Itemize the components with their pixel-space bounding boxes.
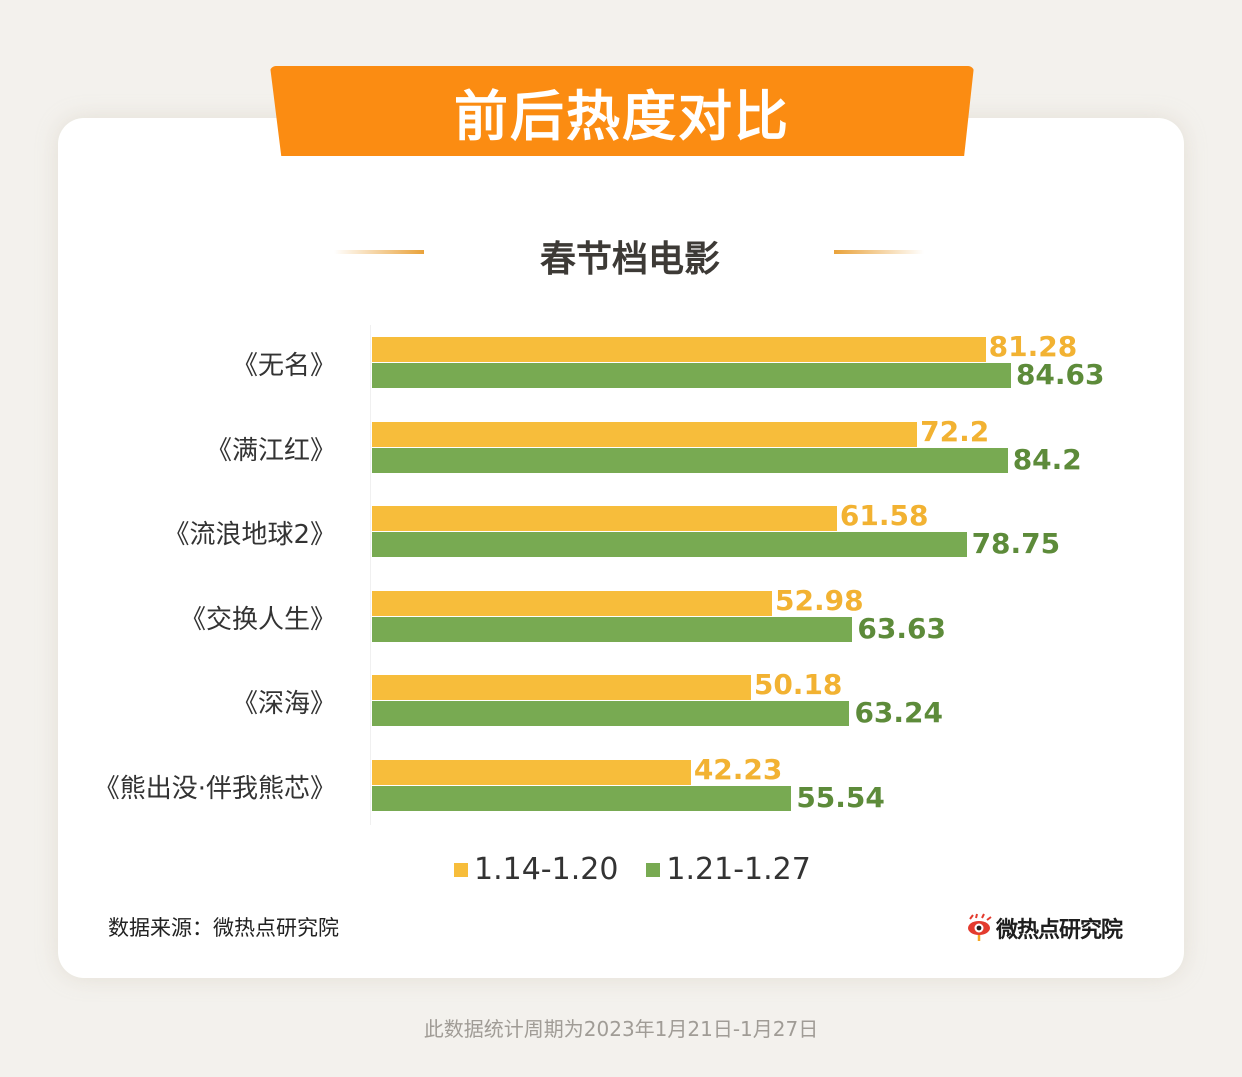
bar-series-2 <box>372 447 1008 473</box>
value-label-series-1: 50.18 <box>753 668 843 702</box>
banner-title: 前后热度对比 <box>454 84 790 148</box>
brand-logo: 微热点研究院 <box>964 912 1123 944</box>
chart-row: 《深海》 50.18 63.24 <box>0 671 1242 759</box>
category-label: 《交换人生》 <box>179 604 336 635</box>
bar-series-2 <box>372 532 967 558</box>
value-label-series-1: 81.28 <box>988 330 1078 363</box>
title-banner: 前后热度对比 <box>270 66 974 156</box>
chart-row: 《流浪地球2》 61.58 78.75 <box>0 502 1242 590</box>
bar-series-1 <box>372 506 837 532</box>
value-label-series-2: 84.63 <box>1015 358 1105 391</box>
value-label-series-1: 52.98 <box>774 583 864 617</box>
value-label-series-1: 42.23 <box>693 753 783 786</box>
chart-row: 《无名》 81.28 84.63 <box>0 333 1242 421</box>
bar-series-2 <box>372 701 850 727</box>
legend-label: 1.21-1.27 <box>666 852 811 887</box>
bar-series-1 <box>372 675 751 701</box>
legend: 1.14-1.20 1.21-1.27 <box>454 852 811 887</box>
value-label-series-1: 72.2 <box>920 414 990 448</box>
legend-label: 1.14-1.20 <box>474 852 619 887</box>
value-label-series-2: 84.2 <box>1012 442 1082 476</box>
category-axis <box>370 325 371 825</box>
bar-series-2 <box>372 786 792 811</box>
category-label: 《深海》 <box>231 689 336 720</box>
chart-subtitle: 春节档电影 <box>539 239 720 280</box>
bar-series-1 <box>372 590 772 616</box>
brand-name: 微热点研究院 <box>996 918 1123 943</box>
chart-row: 《满江红》 72.2 84.2 <box>0 417 1242 506</box>
bar-series-2 <box>372 616 853 642</box>
chart-row: 《熊出没·伴我熊芯》 42.23 55.54 <box>0 756 1242 844</box>
bar-series-2 <box>372 363 1011 388</box>
bar-series-1 <box>372 760 691 785</box>
category-label: 《熊出没·伴我熊芯》 <box>93 774 336 804</box>
value-label-series-2: 63.24 <box>854 696 944 730</box>
chart-row: 《交换人生》 52.98 63.63 <box>0 586 1242 675</box>
bar-series-1 <box>372 421 918 447</box>
value-label-series-2: 78.75 <box>971 527 1061 561</box>
legend-item-series-1: 1.14-1.20 <box>454 852 618 887</box>
value-label-series-1: 61.58 <box>839 499 929 533</box>
decorative-line-right <box>834 250 924 254</box>
legend-swatch-yellow <box>454 862 468 877</box>
weibo-eye-icon <box>968 913 992 941</box>
data-source: 数据来源：微热点研究院 <box>108 916 339 940</box>
legend-item-series-2: 1.21-1.27 <box>646 852 811 887</box>
bar-series-1 <box>372 337 986 362</box>
period-note: 此数据统计周期为2023年1月21日-1月27日 <box>423 1017 819 1041</box>
category-label: 《满江红》 <box>205 435 336 466</box>
decorative-line-left <box>334 250 424 254</box>
legend-swatch-green <box>646 862 661 877</box>
category-label: 《无名》 <box>231 351 336 381</box>
value-label-series-2: 63.63 <box>857 611 946 645</box>
category-label: 《流浪地球2》 <box>163 520 336 551</box>
subtitle-row: 春节档电影 <box>320 226 940 282</box>
value-label-series-2: 55.54 <box>796 781 885 814</box>
